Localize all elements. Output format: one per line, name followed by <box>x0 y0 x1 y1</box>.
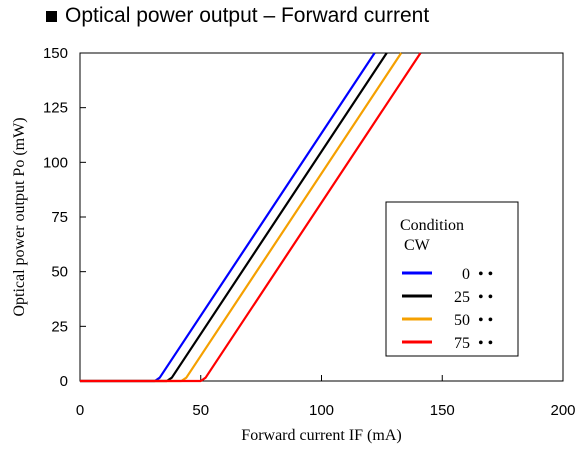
y-axis-label: Optical power output Po (mW) <box>11 117 28 316</box>
x-tick-label: 100 <box>309 402 334 419</box>
legend-box <box>385 201 519 357</box>
y-tick-label: 0 <box>60 373 68 390</box>
legend-subtitle: CW <box>404 237 431 254</box>
series-layer <box>80 52 422 383</box>
title-bullet-icon <box>46 10 57 22</box>
series-line-25 <box>80 52 388 383</box>
x-tick-label: 150 <box>430 402 455 419</box>
x-tick-label: 200 <box>550 402 575 419</box>
y-axis-ticks: 0 25 50 75 100 125 150 <box>43 45 86 390</box>
y-tick-label: 25 <box>51 318 68 335</box>
series-line-75 <box>80 52 422 383</box>
legend-items: 0 • • 25 • • 50 • • 75 • • <box>402 266 493 352</box>
x-tick-label: 0 <box>76 402 84 419</box>
chart-title-text: Optical power output – Forward current <box>65 4 430 27</box>
legend-dots: • • <box>478 335 493 352</box>
y-tick-label: 75 <box>51 209 68 226</box>
legend-label: 0 <box>462 266 470 283</box>
legend-dots: • • <box>478 312 493 329</box>
legend-label: 75 <box>454 335 470 352</box>
legend: Condition CW 0 • • 25 • • 50 • • 75 • • <box>385 201 519 357</box>
x-tick-label: 50 <box>192 402 209 419</box>
y-tick-label: 50 <box>51 264 68 281</box>
chart-title: Optical power output – Forward current <box>46 4 429 28</box>
legend-label: 50 <box>454 312 470 329</box>
legend-dots: • • <box>478 266 493 283</box>
y-tick-label: 100 <box>43 154 68 171</box>
x-axis-label: Forward current IF (mA) <box>241 427 401 444</box>
y-tick-label: 125 <box>43 100 68 117</box>
y-tick-label: 150 <box>43 45 68 62</box>
series-line-0 <box>80 52 376 383</box>
legend-title: Condition <box>400 217 464 234</box>
legend-dots: • • <box>478 289 493 306</box>
x-axis-ticks: 0 50 100 150 200 <box>76 375 576 419</box>
legend-label: 25 <box>454 289 470 306</box>
